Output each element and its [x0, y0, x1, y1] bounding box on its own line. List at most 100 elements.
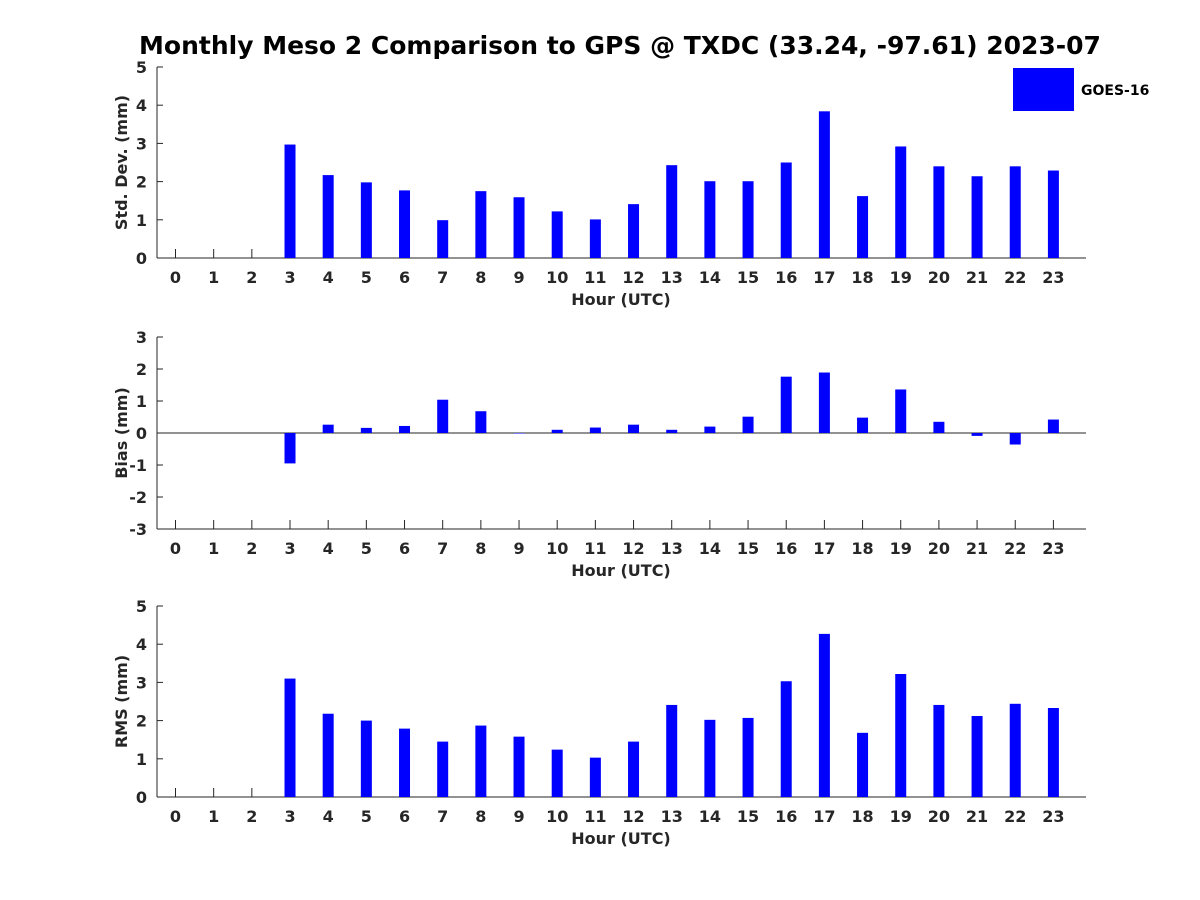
- x-tick-label: 1: [208, 268, 219, 287]
- x-tick-label: 4: [323, 539, 334, 558]
- x-tick-label: 2: [246, 807, 257, 826]
- x-tick-label: 22: [1004, 539, 1026, 558]
- x-tick-label: 17: [813, 539, 835, 558]
- bar: [1047, 707, 1059, 797]
- bar: [322, 713, 334, 797]
- bar: [666, 165, 678, 258]
- bar: [818, 111, 830, 258]
- x-tick-label: 5: [361, 268, 372, 287]
- bar: [513, 433, 525, 434]
- y-tick-label: 0: [136, 249, 147, 268]
- x-tick-label: 20: [928, 539, 950, 558]
- x-tick-label: 14: [699, 539, 721, 558]
- x-tick-label: 11: [584, 268, 606, 287]
- bar: [628, 204, 640, 258]
- y-tick-label: 4: [136, 635, 147, 654]
- y-tick-label: 1: [136, 392, 147, 411]
- x-tick-label: 4: [323, 807, 334, 826]
- bar: [551, 749, 563, 797]
- bar: [818, 633, 830, 797]
- bar: [780, 681, 792, 797]
- x-tick-label: 17: [813, 268, 835, 287]
- x-tick-label: 11: [584, 807, 606, 826]
- x-tick-label: 15: [737, 268, 759, 287]
- bar: [284, 678, 296, 797]
- x-tick-label: 19: [890, 807, 912, 826]
- bar: [589, 757, 601, 797]
- bar: [1009, 433, 1021, 445]
- x-tick-label: 1: [208, 539, 219, 558]
- bar: [895, 673, 907, 797]
- x-tick-label: 12: [622, 539, 644, 558]
- x-tick-label: 23: [1042, 268, 1064, 287]
- legend-swatch-goes-16: [1013, 68, 1074, 111]
- bar: [666, 429, 678, 433]
- bar: [1009, 166, 1021, 258]
- x-tick-label: 9: [513, 807, 524, 826]
- y-tick-label: 5: [136, 597, 147, 616]
- x-tick-label: 19: [890, 539, 912, 558]
- x-tick-label: 16: [775, 268, 797, 287]
- bar: [933, 421, 945, 433]
- x-tick-label: 12: [622, 268, 644, 287]
- bar: [704, 181, 716, 258]
- x-tick-label: 6: [399, 807, 410, 826]
- y-tick-label: -1: [129, 456, 147, 475]
- x-tick-label: 20: [928, 268, 950, 287]
- bar: [857, 417, 869, 433]
- y-tick-label: 0: [136, 424, 147, 443]
- bar: [704, 719, 716, 797]
- bar: [742, 416, 754, 433]
- bar: [971, 176, 983, 258]
- x-tick-label: 9: [513, 539, 524, 558]
- bar: [284, 144, 296, 258]
- bar: [704, 426, 716, 433]
- x-tick-label: 23: [1042, 539, 1064, 558]
- bar: [551, 211, 563, 258]
- bar: [475, 411, 487, 433]
- x-tick-label: 7: [437, 268, 448, 287]
- x-tick-label: 10: [546, 268, 568, 287]
- x-tick-label: 6: [399, 268, 410, 287]
- x-tick-label: 14: [699, 268, 721, 287]
- x-tick-label: 22: [1004, 807, 1026, 826]
- y-tick-label: 0: [136, 788, 147, 807]
- x-tick-label: 5: [361, 539, 372, 558]
- y-tick-label: 2: [136, 712, 147, 731]
- x-tick-label: 18: [851, 539, 873, 558]
- x-axis-label: Hour (UTC): [571, 829, 671, 848]
- x-axis-label: Hour (UTC): [571, 561, 671, 580]
- y-tick-label: 1: [136, 211, 147, 230]
- x-tick-label: 10: [546, 539, 568, 558]
- bar: [475, 191, 487, 258]
- bar: [437, 399, 449, 433]
- x-tick-label: 0: [170, 539, 181, 558]
- x-tick-label: 7: [437, 539, 448, 558]
- bar: [666, 704, 678, 797]
- x-tick-label: 14: [699, 807, 721, 826]
- y-tick-label: -3: [129, 520, 147, 539]
- x-tick-label: 17: [813, 807, 835, 826]
- bar: [399, 190, 411, 258]
- y-axis-label: Bias (mm): [112, 387, 131, 479]
- bar: [628, 741, 640, 797]
- bar: [780, 376, 792, 433]
- bar: [322, 175, 334, 258]
- bar: [360, 720, 372, 797]
- x-tick-label: 3: [284, 807, 295, 826]
- y-tick-label: 3: [136, 328, 147, 347]
- x-tick-label: 8: [475, 807, 486, 826]
- x-tick-label: 13: [661, 268, 683, 287]
- x-tick-label: 0: [170, 268, 181, 287]
- bar: [399, 425, 411, 433]
- x-tick-label: 5: [361, 807, 372, 826]
- x-tick-label: 16: [775, 539, 797, 558]
- x-tick-label: 2: [246, 539, 257, 558]
- bar: [475, 725, 487, 797]
- bar: [437, 741, 449, 797]
- bar: [857, 196, 869, 258]
- x-tick-label: 15: [737, 807, 759, 826]
- legend-label: GOES-16: [1081, 83, 1149, 99]
